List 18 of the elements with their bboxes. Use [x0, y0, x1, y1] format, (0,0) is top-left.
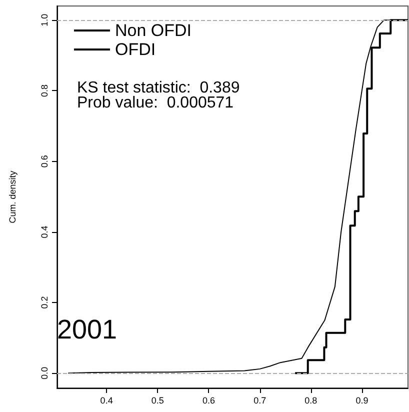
annotation: 2001 [57, 314, 118, 344]
annotation: Prob value: 0.000571 [77, 94, 234, 112]
x-tick-label: 0.6 [202, 396, 215, 406]
x-tick-label: 0.7 [254, 396, 266, 406]
x-tick-label: 0.5 [151, 396, 164, 406]
y-tick-label: 0.6 [40, 155, 50, 168]
y-tick-label: 0.2 [40, 296, 50, 309]
x-tick-label: 0.8 [304, 396, 318, 406]
y-tick-label: 1.0 [40, 14, 50, 26]
y-tick-label: 0.0 [40, 366, 50, 380]
y-axis-title: Cum. density [8, 170, 18, 224]
y-tick-label: 0.8 [40, 84, 50, 97]
annotation: KS test statistic: 0.389 [77, 80, 240, 96]
y-tick-label: 0.4 [40, 226, 50, 238]
legend-label: OFDI [115, 40, 156, 59]
x-tick-label: 0.9 [356, 396, 368, 406]
legend-label: Non OFDI [115, 21, 192, 40]
x-tick-label: 0.4 [100, 396, 113, 406]
